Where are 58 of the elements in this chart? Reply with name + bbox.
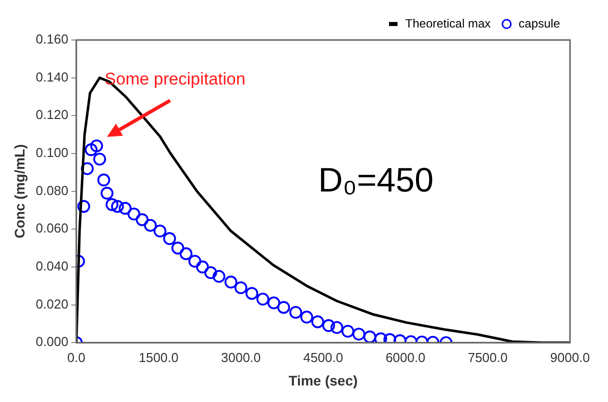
- y-tick-label: 0.140: [36, 69, 68, 84]
- point: [277, 301, 290, 314]
- point: [171, 242, 184, 254]
- x-tick-label: 4500.0: [303, 350, 344, 365]
- point: [180, 247, 192, 260]
- y-tick-label: 0.060: [36, 220, 68, 236]
- point: [322, 319, 336, 332]
- point: [352, 328, 366, 340]
- point: [300, 310, 314, 324]
- point: [80, 162, 94, 176]
- y-tick-label: 0.020: [36, 296, 68, 312]
- y-tick-label: 0.160: [36, 32, 68, 47]
- annotation: Some precipitation: [104, 70, 246, 89]
- point: [188, 254, 202, 268]
- point: [97, 174, 110, 186]
- x-axis-title: Time (sec): [288, 372, 358, 388]
- point: [330, 321, 344, 334]
- point: [106, 198, 118, 211]
- point: [93, 152, 106, 166]
- point: [100, 186, 114, 200]
- x-tick-label: 0.0: [67, 350, 86, 365]
- x-tick-label: 6000.0: [386, 350, 426, 365]
- point: [245, 287, 258, 300]
- point: [196, 260, 209, 274]
- point: [256, 292, 270, 306]
- point: [234, 281, 248, 294]
- point: [136, 213, 149, 226]
- point: [212, 270, 226, 283]
- point: [128, 208, 140, 220]
- y-axis-title: Conc (mg/mL): [11, 144, 28, 238]
- legend-label: Theoretical max: [405, 16, 491, 30]
- point: [111, 200, 124, 213]
- y-tick-label: 0.120: [36, 107, 68, 122]
- y-tick-label: 0.040: [36, 258, 68, 274]
- point: [90, 140, 104, 152]
- point: [289, 306, 302, 319]
- point: [118, 202, 132, 215]
- point: [374, 332, 388, 343]
- point: [154, 224, 166, 238]
- x-tick-label: 1500.0: [138, 350, 178, 365]
- y-tick-label: 0.080: [36, 182, 68, 198]
- point: [311, 315, 324, 328]
- x-tick-label: 9000.0: [550, 350, 590, 365]
- point: [341, 324, 354, 338]
- y-tick-label: 0.000: [36, 334, 68, 350]
- point: [163, 232, 176, 245]
- x-tick-label: 7500.0: [468, 350, 508, 365]
- x-tick-label: 3000.0: [221, 350, 261, 365]
- point: [84, 143, 98, 156]
- point: [77, 200, 90, 213]
- point: [267, 296, 280, 310]
- point: [363, 330, 376, 343]
- y-tick-label: 0.100: [36, 145, 68, 160]
- legend-label: capsule: [518, 16, 560, 30]
- point: [224, 276, 238, 288]
- annotation: D₀=450: [318, 161, 434, 200]
- point: [144, 218, 157, 232]
- point: [204, 266, 218, 280]
